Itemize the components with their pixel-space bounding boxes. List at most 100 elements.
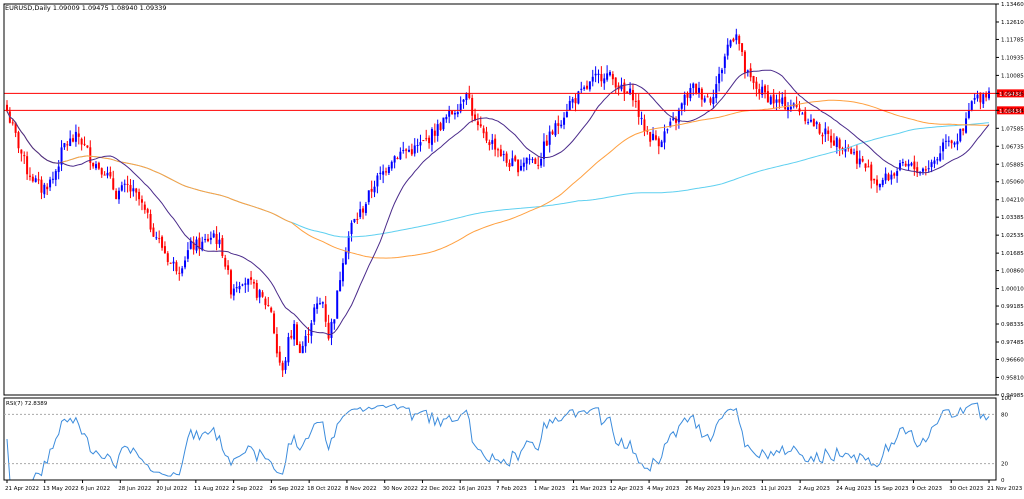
candle-body: [896, 171, 899, 176]
candle-body: [815, 122, 818, 125]
candle-body: [726, 44, 729, 56]
candle-body: [247, 278, 250, 285]
candle-body: [545, 140, 548, 146]
candle-body: [563, 117, 566, 125]
candle-body: [43, 184, 46, 195]
candle-body: [568, 100, 571, 111]
candle-body: [835, 137, 838, 147]
candle-body: [675, 118, 678, 123]
price-tick-label: 1.10085: [1001, 73, 1024, 79]
candle-body: [321, 302, 324, 304]
date-tick-label: 22 Dec 2022: [420, 486, 455, 492]
candle-body: [244, 283, 247, 285]
rsi-label: RSI(7) 72.8389: [6, 401, 48, 407]
candle-body: [657, 138, 660, 147]
candle-body: [451, 111, 454, 115]
price-tick-label: 1.02535: [1001, 233, 1024, 239]
candle-body: [327, 322, 330, 339]
rsi-min-label: 0: [1001, 478, 1005, 484]
candle-body: [916, 167, 919, 174]
candle-body: [63, 143, 66, 148]
candle-body: [522, 162, 525, 167]
candle-body: [709, 98, 712, 103]
candle-body: [898, 163, 901, 170]
date-tick-label: 24 Aug 2023: [836, 486, 872, 492]
chart-header: EURUSD,Daily 1.09009 1.09475 1.08940 1.0…: [5, 4, 167, 12]
date-tick-label: 18 Oct 2022: [307, 486, 341, 492]
date-tick-label: 26 Sep 2022: [269, 486, 304, 492]
candle-body: [855, 150, 858, 164]
candle-body: [184, 260, 187, 268]
candle-body: [893, 173, 896, 176]
candle-body: [221, 238, 224, 256]
candle-body: [982, 94, 985, 104]
candle-body: [23, 155, 26, 157]
candle-body: [258, 290, 261, 298]
candle-body: [100, 168, 103, 175]
candle-body: [743, 51, 746, 73]
candle-body: [876, 179, 879, 186]
candle-body: [591, 76, 594, 82]
candle-body: [608, 72, 611, 76]
candle-body: [637, 100, 640, 117]
candle-body: [663, 131, 666, 143]
candle-body: [887, 174, 890, 181]
candle-body: [629, 88, 632, 95]
candle-body: [927, 168, 930, 170]
candle-body: [11, 122, 14, 124]
candle-body: [476, 121, 479, 126]
price-tick-label: 1.13460: [1001, 2, 1024, 8]
candle-body: [603, 78, 606, 84]
candle-body: [942, 142, 945, 152]
candle-body: [669, 121, 672, 128]
price-tick-label: 1.05060: [1001, 180, 1024, 186]
candle-body: [103, 174, 106, 176]
date-tick-label: 30 Oct 2023: [949, 486, 984, 492]
candle-body: [827, 130, 830, 134]
candle-body: [933, 160, 936, 164]
price-tick-label: 0.96660: [1001, 357, 1024, 363]
candle-body: [907, 163, 910, 167]
candle-body: [761, 86, 764, 95]
candle-body: [574, 98, 577, 104]
candle-body: [631, 89, 634, 101]
candle-body: [6, 104, 8, 112]
candle-body: [198, 237, 201, 250]
price-tick-label: 1.10935: [1001, 55, 1024, 61]
candle-body: [117, 190, 120, 200]
candle-body: [448, 110, 451, 117]
candle-body: [390, 161, 393, 169]
candle-body: [517, 159, 520, 173]
price-tick-label: 1.04210: [1001, 198, 1024, 204]
candle-body: [577, 91, 580, 104]
candle-body: [66, 144, 69, 146]
candle-body: [250, 277, 253, 280]
candle-body: [988, 91, 990, 99]
candle-body: [649, 131, 652, 142]
date-tick-label: 2 Aug 2023: [798, 486, 830, 492]
candle-body: [278, 351, 281, 363]
candle-body: [692, 83, 695, 88]
price-tick-label: 1.05885: [1001, 162, 1024, 168]
candle-body: [318, 303, 321, 305]
candle-body: [620, 84, 623, 90]
candle-body: [54, 171, 57, 180]
candle-body: [172, 261, 175, 264]
candle-body: [479, 124, 482, 127]
candle-body: [293, 323, 296, 340]
candle-body: [330, 321, 333, 338]
candle-body: [57, 166, 60, 173]
candle-body: [69, 138, 72, 147]
candle-body: [956, 141, 959, 145]
candle-body: [333, 319, 336, 324]
candle-body: [921, 168, 924, 172]
candle-body: [379, 172, 382, 175]
candle-body: [146, 209, 149, 213]
candle-body: [347, 235, 350, 254]
candle-body: [163, 246, 166, 254]
candle-body: [430, 129, 433, 145]
candle-body: [712, 96, 715, 105]
candle-body: [947, 140, 950, 142]
